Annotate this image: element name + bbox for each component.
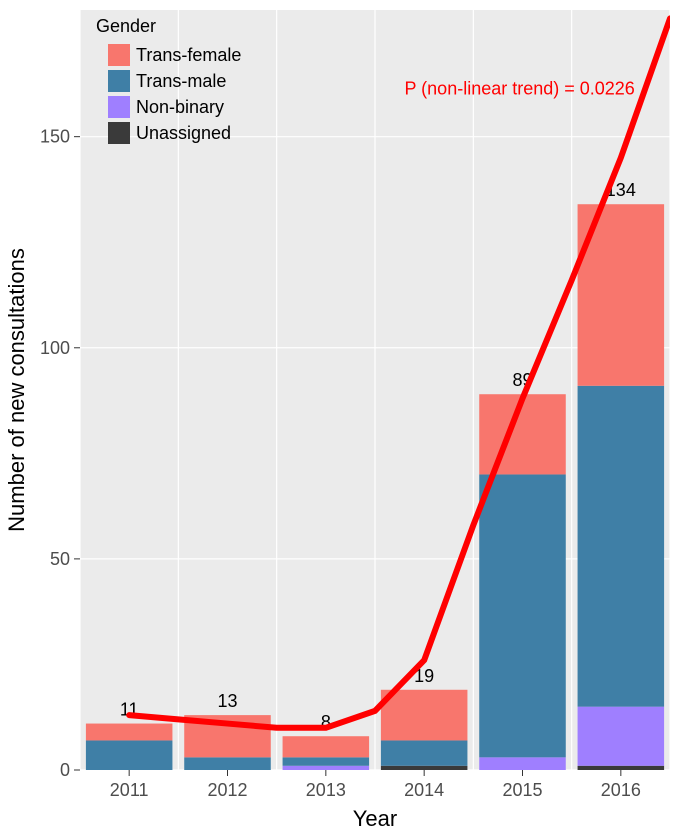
y-tick-label: 100	[40, 338, 70, 358]
bar-segment	[578, 707, 665, 766]
x-tick-label: 2012	[207, 780, 247, 800]
legend-swatch	[108, 44, 130, 66]
x-tick-label: 2015	[502, 780, 542, 800]
legend-label: Trans-male	[136, 71, 226, 91]
bar-segment	[184, 757, 271, 770]
y-tick-label: 0	[60, 760, 70, 780]
legend-label: Unassigned	[136, 123, 231, 143]
bar-segment	[283, 757, 370, 765]
x-tick-label: 2013	[306, 780, 346, 800]
bar-segment	[479, 474, 566, 757]
legend-label: Trans-female	[136, 45, 241, 65]
legend-swatch	[108, 96, 130, 118]
legend-label: Non-binary	[136, 97, 224, 117]
bar-total-label: 13	[217, 691, 237, 711]
legend-swatch	[108, 70, 130, 92]
x-axis-title: Year	[353, 806, 397, 831]
legend-swatch	[108, 122, 130, 144]
x-tick-label: 2014	[404, 780, 444, 800]
bar-segment	[86, 724, 173, 741]
x-tick-label: 2016	[601, 780, 641, 800]
y-tick-label: 50	[50, 549, 70, 569]
bar-segment	[479, 757, 566, 770]
bar-segment	[381, 766, 468, 770]
bar-segment	[283, 766, 370, 770]
bar-segment	[381, 690, 468, 741]
bar-segment	[578, 766, 665, 770]
bar-segment	[86, 740, 173, 770]
chart-container: 111381989134P (non-linear trend) = 0.022…	[0, 0, 680, 838]
legend-title: Gender	[96, 16, 156, 36]
bar-segment	[283, 736, 370, 757]
bar-segment	[381, 740, 468, 765]
x-tick-label: 2011	[110, 780, 149, 800]
y-axis-title: Number of new consultations	[4, 248, 29, 532]
annotation-text: P (non-linear trend) = 0.0226	[405, 78, 635, 98]
bar-segment	[578, 386, 665, 707]
y-tick-label: 150	[40, 127, 70, 147]
chart-svg: 111381989134P (non-linear trend) = 0.022…	[0, 0, 680, 838]
